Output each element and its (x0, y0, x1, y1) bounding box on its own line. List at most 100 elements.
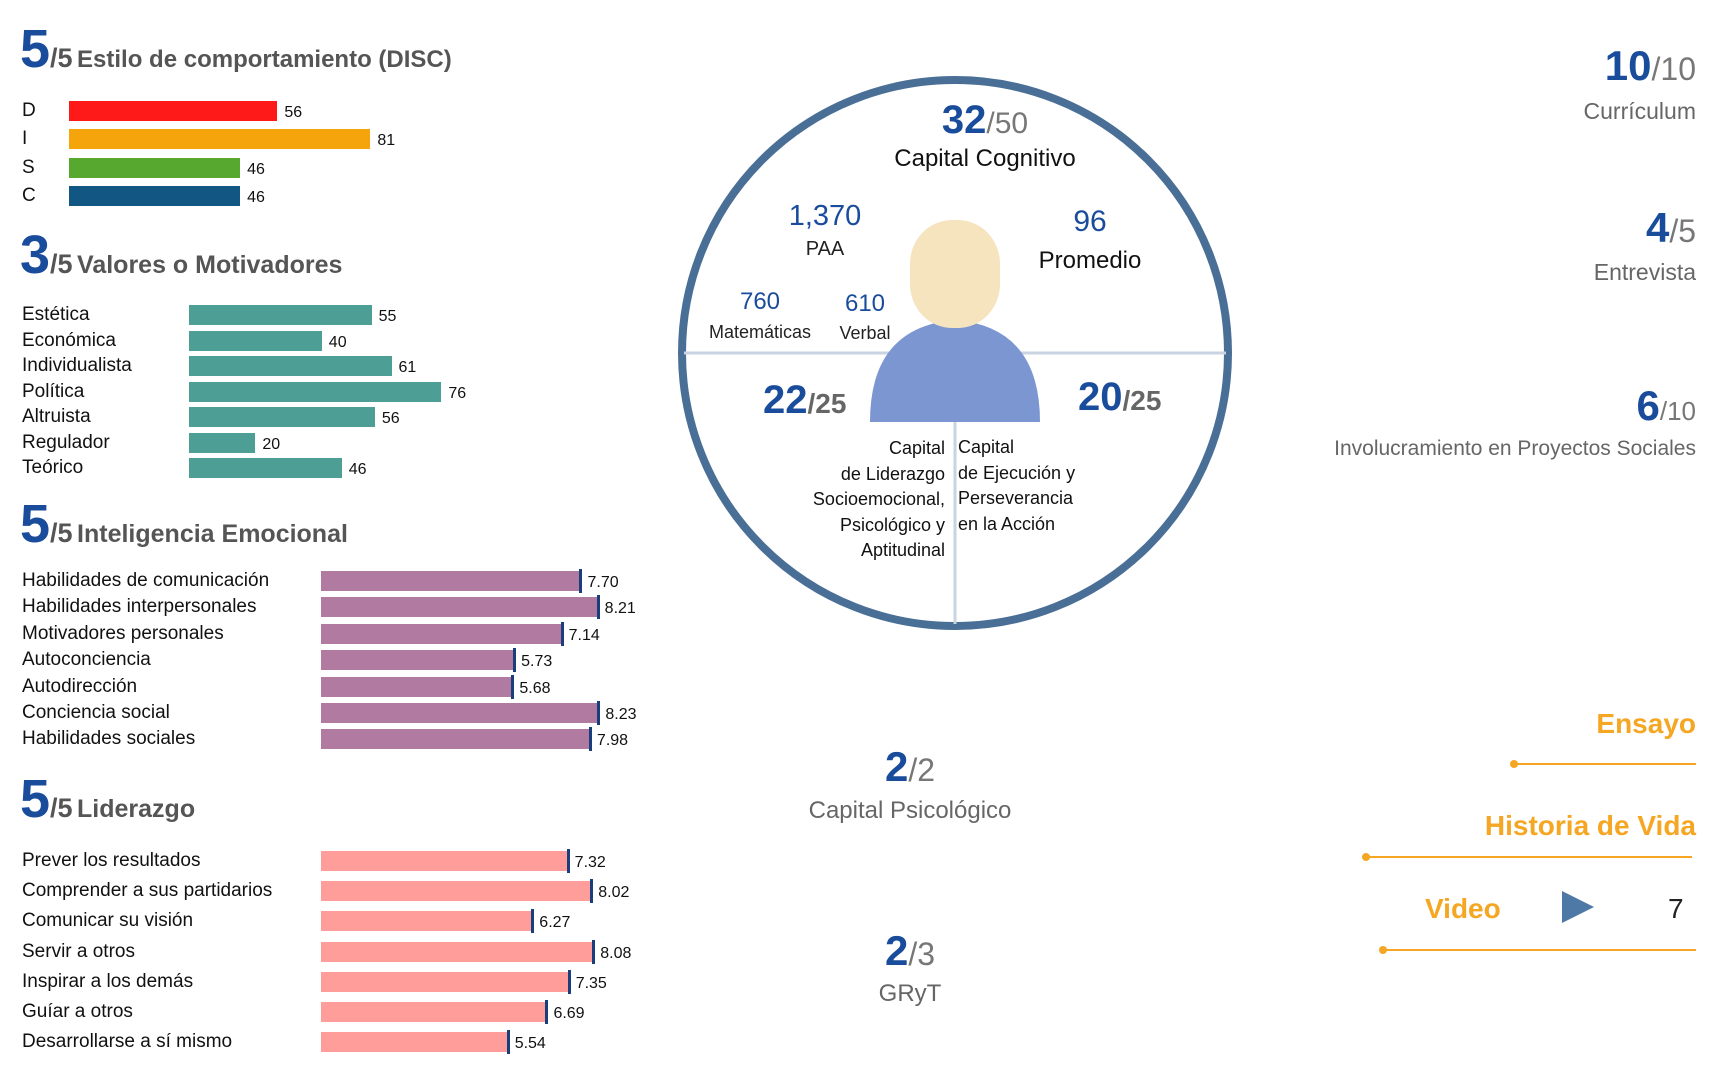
proyectos-den: /10 (1659, 396, 1696, 426)
cognitivo-score-block: 32/50 (860, 98, 1110, 143)
valores-score: 3 (20, 225, 51, 285)
psicologico-score: 2 (884, 743, 909, 790)
lid-line: de Liderazgo (840, 463, 945, 484)
inteligencia-value: 5.73 (521, 653, 553, 671)
liderazgo-bar (321, 851, 568, 871)
liderazgo-marker (592, 939, 596, 964)
disc-bar (69, 129, 371, 150)
entrevista-label: Entrevista (1593, 259, 1696, 285)
valores-label: Estética (22, 304, 90, 325)
disc-bar (69, 101, 278, 121)
liderazgo-label: Desarrollarse a sí mismo (22, 1031, 233, 1053)
liderazgo-value: 8.02 (598, 884, 630, 902)
liderazgo-denom: /5 (50, 793, 73, 823)
inteligencia-bar (321, 650, 515, 671)
liderazgo-label: Guíar a otros (22, 1001, 133, 1022)
ejec-line: Perseverancia (958, 488, 1074, 508)
capital-circle (678, 76, 1232, 630)
liderazgo-bar (321, 971, 569, 992)
inteligencia-value: 7.98 (596, 732, 629, 750)
valores-value: 46 (348, 461, 367, 478)
disc-denom: /5 (50, 43, 73, 73)
liderazgo-label: Comprender a sus partidarios (22, 880, 273, 902)
lid-capital-denom: /25 (807, 388, 847, 419)
valores-denom: /5 (50, 249, 73, 279)
disc-value: 46 (247, 160, 265, 178)
disc-bar (69, 185, 241, 206)
liderazgo-marker (590, 879, 594, 904)
valores-value: 56 (381, 410, 400, 427)
historia-slider-track (1366, 856, 1692, 858)
proyectos-num: 6 (1636, 382, 1660, 429)
inteligencia-marker (513, 648, 517, 673)
disc-title: Estilo de comportamiento (DISC) (77, 46, 452, 73)
lid-line: Capital (888, 438, 945, 458)
liderazgo-marker (506, 1030, 510, 1055)
inteligencia-marker (597, 701, 601, 725)
psicologico-label: Capital Psicológico (808, 797, 1012, 824)
inteligencia-label: Conciencia social (22, 702, 170, 723)
valores-value: 55 (378, 308, 397, 325)
liderazgo-title: Liderazgo (77, 795, 196, 823)
psicologico-score-block: 2/2 (785, 743, 1035, 791)
liderazgo-label: Servir a otros (22, 940, 135, 962)
entrevista-num: 4 (1645, 204, 1670, 251)
cognitivo-label: Capital Cognitivo (894, 145, 1076, 172)
curriculum-label: Currículum (1583, 98, 1696, 124)
valores-bar (189, 330, 322, 351)
liderazgo-value: 7.35 (575, 974, 607, 992)
person-icon (870, 220, 1040, 422)
liderazgo-label: Comunicar su visión (22, 910, 194, 932)
liderazgo-value: 7.32 (574, 854, 606, 871)
liderazgo-value: 8.08 (600, 944, 632, 962)
liderazgo-label: Inspirar a los demás (22, 970, 194, 992)
disc-label: I (22, 128, 28, 150)
disc-header: 5/5 Estilo de comportamiento (DISC) (20, 22, 452, 76)
valores-bar (189, 458, 342, 478)
inteligencia-marker (560, 621, 564, 646)
ensayo-title[interactable]: Ensayo (1596, 708, 1696, 739)
inteligencia-label: Autodirección (22, 675, 138, 697)
ejecucion-capital-score: 20/25 (1078, 375, 1161, 420)
valores-value: 40 (328, 333, 347, 351)
inteligencia-marker (511, 674, 515, 699)
liderazgo-bar (321, 881, 592, 902)
lid-line: Aptitudinal (860, 540, 945, 560)
curriculum-den: /10 (1651, 51, 1696, 87)
valores-value: 61 (398, 359, 417, 376)
inteligencia-marker (596, 595, 600, 620)
ejec-capital-score: 20 (1078, 375, 1123, 419)
ejec-line: de Ejecución y (958, 462, 1076, 483)
valores-bar (189, 432, 256, 453)
curriculum-score: 10/10 (1605, 42, 1696, 90)
liderazgo-value: 6.27 (539, 914, 571, 932)
liderazgo-marker (545, 1000, 549, 1024)
video-count: 7 (1668, 893, 1684, 924)
video-title[interactable]: Video (1425, 893, 1501, 924)
liderazgo-label: Prever los resultados (22, 850, 201, 871)
inteligencia-bar (321, 623, 562, 644)
valores-header: 3/5 Valores o Motivadores (20, 228, 342, 282)
valores-label: Política (22, 380, 85, 402)
inteligencia-label: Habilidades interpersonales (22, 596, 257, 618)
paa-value: 1,370 (788, 200, 862, 232)
ejec-line: en la Acción (958, 513, 1056, 534)
play-icon[interactable] (1560, 889, 1596, 925)
psicologico-denom: /2 (908, 752, 936, 788)
inteligencia-marker (588, 727, 592, 752)
inteligencia-score: 5 (20, 494, 51, 554)
inteligencia-marker (579, 569, 583, 593)
disc-value: 46 (247, 188, 265, 206)
ejec-capital-denom: /25 (1122, 385, 1162, 416)
gryt-score-block: 2/3 (785, 927, 1035, 975)
liderazgo-bar (321, 911, 533, 932)
gryt-score: 2 (884, 927, 909, 974)
liderazgo-bar (321, 941, 594, 962)
liderazgo-header: 5/5 Liderazgo (20, 772, 195, 826)
historia-title[interactable]: Historia de Vida (1484, 810, 1696, 841)
matematicas-value: 760 (739, 288, 781, 315)
inteligencia-label: Habilidades de comunicación (22, 570, 270, 591)
liderazgo-marker (566, 849, 570, 873)
curriculum-num: 10 (1604, 42, 1652, 89)
entrevista-score: 4/5 (1646, 204, 1696, 252)
